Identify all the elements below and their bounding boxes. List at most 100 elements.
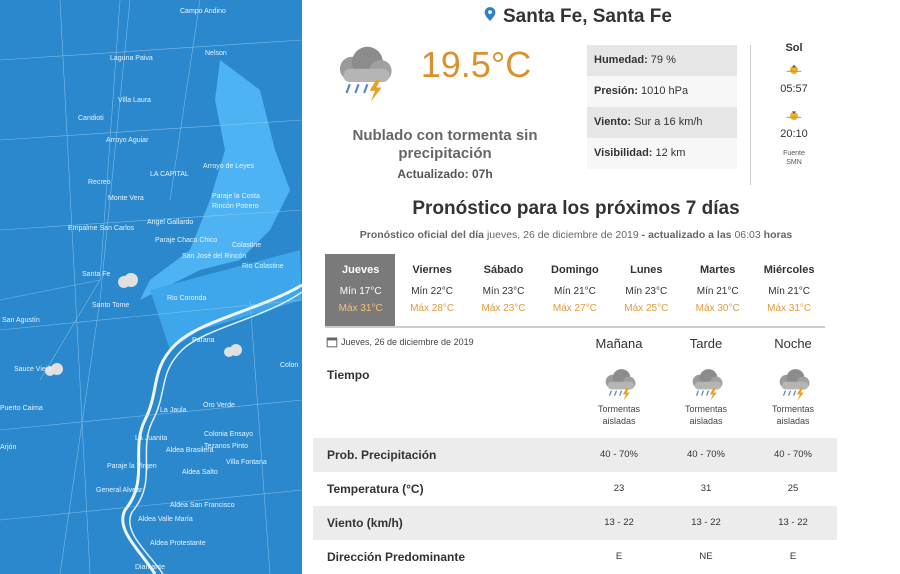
updated: Actualizado: 07h: [397, 167, 493, 181]
map-label: Santo Tome: [92, 302, 130, 309]
map-label: Empalme San Carlos: [68, 225, 135, 232]
sun-title: Sol: [785, 42, 803, 54]
column-header: Tarde: [689, 336, 723, 351]
day-tab[interactable]: [325, 254, 396, 326]
map-label: Puerto Caima: [0, 405, 43, 412]
map-label: Santa Fe: [82, 271, 111, 278]
day-tab[interactable]: [753, 254, 824, 326]
map-label: Oro Verde: [203, 402, 235, 409]
map-label: Arroyo de Leyes: [203, 163, 254, 170]
detail-row: [587, 138, 737, 169]
map-label: Paraje la Virgen: [107, 463, 157, 470]
sunset: 20:10: [780, 128, 808, 140]
subtitle-part: 06:03: [734, 229, 761, 241]
map-label: Monte Vera: [108, 195, 144, 202]
weather-text: Tormentas aisladas: [771, 404, 815, 426]
sunrise: 05:57: [780, 83, 808, 95]
map-label: Rincón Potrero: [212, 203, 259, 210]
detail-row: [587, 45, 737, 76]
table-row: [313, 472, 837, 506]
map-label: Aldea Brasilera: [166, 447, 214, 454]
map-label: Colon: [280, 362, 299, 369]
day-tab[interactable]: [396, 254, 467, 326]
row-label: Temperatura (°C): [327, 482, 424, 496]
weather-icon: [779, 369, 810, 401]
row-label: Viento (km/h): [327, 516, 403, 530]
weather-text: Tormentas aisladas: [597, 404, 641, 426]
day-name: Martes: [699, 264, 736, 276]
detail-row: [587, 76, 737, 107]
table-row: [313, 506, 837, 540]
day-tab[interactable]: [539, 254, 610, 326]
map-label: LA CAPITAL: [150, 171, 189, 178]
map-label: Campo Andino: [180, 8, 226, 15]
calendar-icon: [326, 337, 338, 348]
subtitle-part: horas: [763, 229, 793, 241]
map-label: Tezanos Pinto: [204, 443, 248, 450]
map-label: Diamante: [135, 564, 165, 571]
map-label: La Jaula: [160, 407, 187, 414]
map-label: Aldea Salto: [182, 469, 218, 476]
detail-value: 79 %: [650, 54, 676, 66]
map-label: General Alvear: [96, 487, 143, 494]
day-min: Mín 17°C: [339, 286, 382, 297]
sunset-icon: [786, 111, 802, 120]
map-label: Recreo: [88, 179, 111, 186]
map-label: Parana: [192, 337, 215, 344]
day-min: Mín 21°C: [768, 286, 810, 297]
map-label: Aldea Valle María: [138, 516, 193, 523]
map-label: Villa Fontana: [226, 459, 267, 466]
tabs-border: [325, 326, 825, 328]
map-label: San José del Rincón: [182, 253, 247, 260]
separator: [750, 45, 751, 185]
subtitle-part: jueves, 26 de diciembre de 2019: [486, 229, 639, 241]
map-label: Villa Laura: [118, 97, 151, 104]
row-value: E: [789, 551, 797, 562]
day-name: Miércoles: [763, 264, 815, 276]
day-max: Máx 25°C: [624, 303, 669, 314]
map-label: Paraje Chaco Chico: [155, 237, 218, 244]
row-value: 31: [700, 483, 712, 494]
forecast-subtitle: Pronóstico oficial del día jueves, 26 de…: [360, 229, 793, 241]
map-label: Aldea San Francisco: [170, 502, 235, 509]
detail-date: Jueves, 26 de diciembre de 2019: [341, 337, 474, 347]
map-label: Candioti: [78, 115, 104, 122]
day-max: Máx 23°C: [481, 303, 526, 314]
row-value: 25: [787, 483, 799, 494]
detail-value: Sur a 16 km/h: [634, 116, 703, 128]
row-value: NE: [699, 551, 713, 562]
day-tab[interactable]: [682, 254, 753, 326]
column-header: Mañana: [595, 336, 643, 351]
day-max: Máx 31°C: [767, 303, 812, 314]
day-max: Máx 28°C: [410, 303, 455, 314]
day-tab[interactable]: [467, 254, 539, 326]
row-value: 13 - 22: [604, 517, 634, 528]
current-icon: [339, 46, 392, 102]
day-name: Viernes: [412, 264, 452, 276]
day-name: Lunes: [630, 264, 663, 276]
map: [0, 0, 302, 574]
sunrise-icon: [786, 64, 802, 74]
weather-icon: [605, 369, 636, 401]
detail-label: Humedad:: [594, 54, 648, 66]
day-tab[interactable]: [610, 254, 681, 326]
column-header: Noche: [774, 336, 812, 351]
map-label: Colastine: [232, 242, 262, 249]
detail-row: [587, 107, 737, 138]
row-label: Dirección Predominante: [327, 550, 466, 564]
detail-value: 12 km: [655, 147, 686, 159]
source-label: Fuente: [783, 150, 805, 157]
map-label: Nelson: [205, 50, 227, 57]
day-name: Domingo: [551, 264, 599, 276]
row-label: Tiempo: [327, 368, 370, 382]
source: SMN: [786, 159, 802, 166]
day-min: Mín 23°C: [625, 286, 668, 297]
row-value: 40 - 70%: [686, 449, 726, 460]
current-temperature: 19.5°C: [420, 44, 532, 85]
day-max: Máx 27°C: [552, 303, 597, 314]
row-value: 23: [613, 483, 625, 494]
map-label: Sauce Viejo: [14, 366, 52, 373]
map-label: Arroyo Aguiar: [106, 137, 149, 144]
map-label: Arjón: [0, 444, 17, 451]
detail-label: Presión:: [594, 85, 639, 97]
